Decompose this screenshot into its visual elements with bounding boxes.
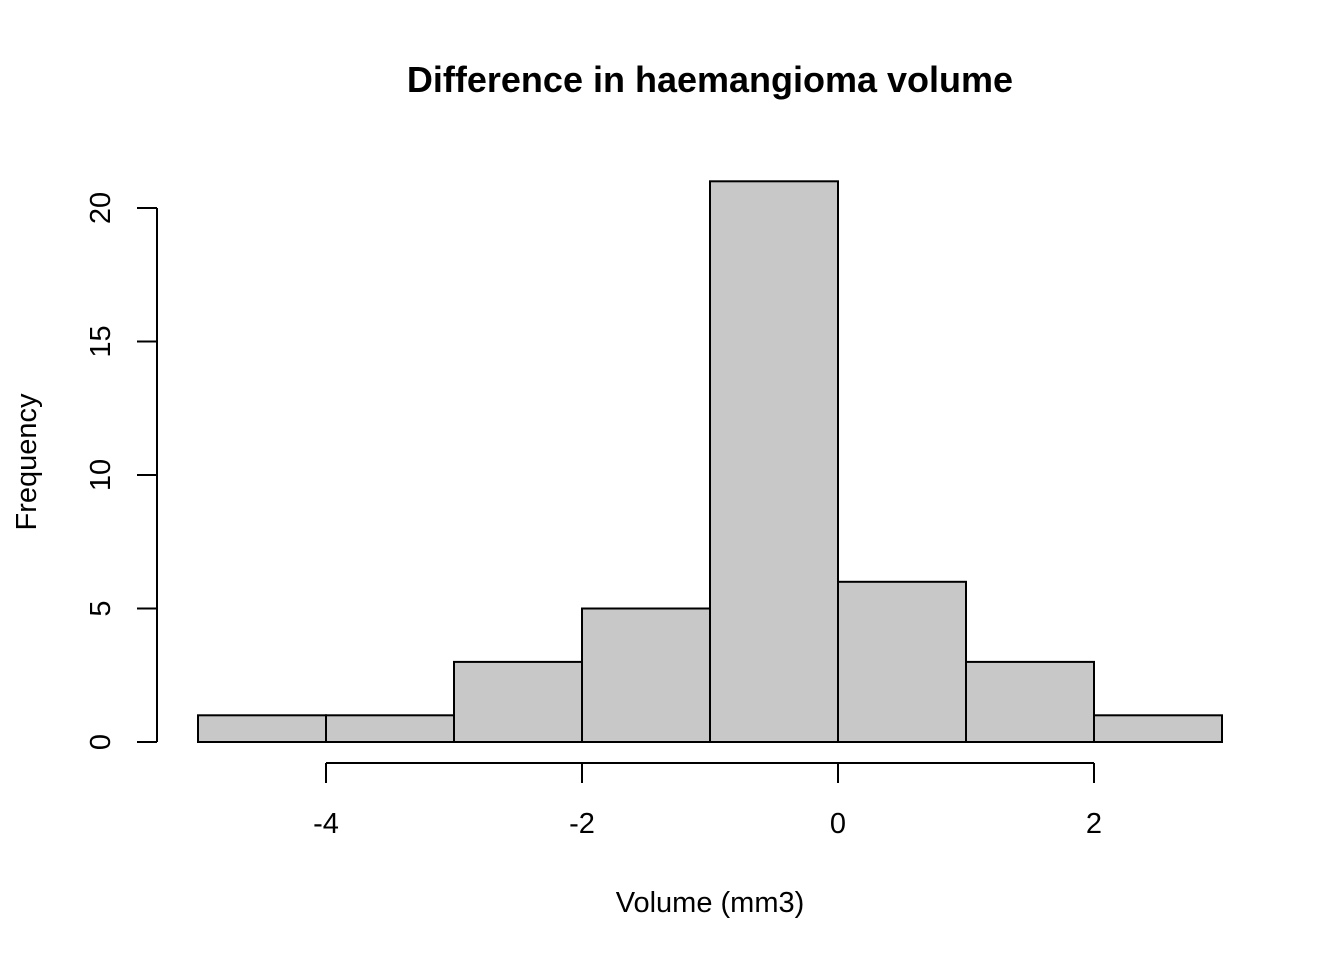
x-axis-tick-label: 2 (1086, 808, 1102, 840)
y-axis-tick-label: 5 (85, 600, 117, 616)
x-axis-tick-label: -4 (313, 808, 339, 840)
x-axis: -4 -2 0 2 (313, 762, 1102, 840)
histogram-bar (197, 714, 327, 743)
y-axis-label: Frequency (11, 393, 43, 531)
y-axis: 0 5 10 15 20 (85, 192, 158, 750)
histogram-bar (1093, 714, 1223, 743)
histogram-bar (453, 660, 583, 744)
y-axis-tick-label: 10 (85, 459, 117, 491)
histogram-bar (837, 580, 967, 743)
y-axis-tick-label: 15 (85, 325, 117, 357)
histogram-bar (965, 660, 1095, 744)
histogram-bar (581, 607, 711, 743)
y-axis-tick-label: 0 (85, 734, 117, 750)
histogram-bar (325, 714, 455, 743)
x-axis-tick-label: -2 (569, 808, 595, 840)
x-axis-tick-label: 0 (830, 808, 846, 840)
histogram-bar (709, 180, 839, 744)
chart-title: Difference in haemangioma volume (407, 59, 1013, 100)
y-axis-tick-label: 20 (85, 192, 117, 224)
histogram-bars (197, 180, 1223, 744)
x-axis-label: Volume (mm3) (616, 887, 805, 919)
